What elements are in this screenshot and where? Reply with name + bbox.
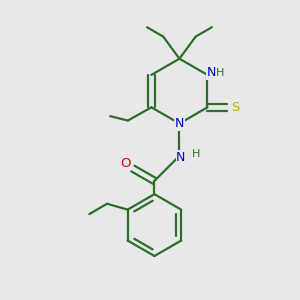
Text: H: H	[192, 148, 201, 158]
Text: H: H	[216, 68, 224, 78]
Text: N: N	[176, 151, 186, 164]
Text: S: S	[231, 101, 240, 114]
Text: O: O	[121, 157, 131, 170]
Text: N: N	[175, 117, 184, 130]
Text: N: N	[206, 66, 216, 79]
